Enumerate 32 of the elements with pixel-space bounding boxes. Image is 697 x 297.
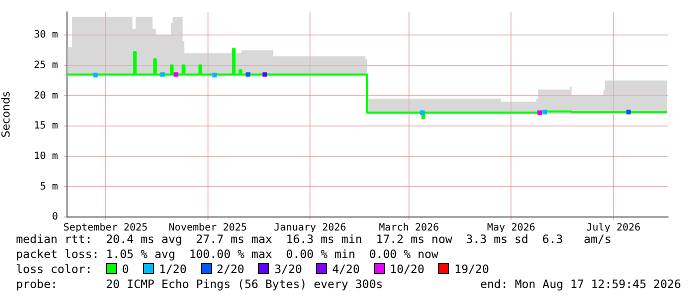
x-tick-label: November 2025 — [168, 222, 247, 234]
legend-label: 19/20 — [454, 262, 490, 276]
legend-label: 2/20 — [216, 262, 244, 276]
point — [246, 72, 250, 77]
y-tick-label: 0 — [52, 212, 58, 223]
point — [626, 110, 631, 114]
legend-title: loss color: — [16, 262, 94, 276]
legend-label: 0 — [122, 262, 129, 276]
point — [537, 110, 542, 115]
point — [160, 72, 165, 77]
y-tick-label: 15 m — [34, 120, 58, 132]
legend-label: 1/20 — [158, 262, 187, 276]
y-tick-label: 25 m — [34, 60, 58, 71]
point — [542, 110, 547, 114]
text: probe: 20 ICMP Echo Pings (56 Bytes) every 300s — [16, 277, 383, 291]
text: median rtt: 20.4 ms avg 27.7 ms max 16.3 ms min 17.2 ms now 3.3 ms sd 6.3 am/s — [16, 232, 612, 247]
legend-label: 4/20 — [332, 262, 360, 276]
text: packet loss: 1.05 % avg 100.00 % max 0.00 % min 0.00 % now — [16, 247, 440, 262]
x-tick-label: March 2026 — [378, 222, 440, 234]
text: end: Mon Aug 17 12:59:45 2026 — [480, 277, 681, 292]
y-tick-label: 20 m — [34, 90, 58, 102]
point — [262, 72, 268, 77]
point — [420, 110, 425, 115]
y-axis-title: Seconds — [0, 91, 12, 138]
y-tick-label: 10 m — [34, 150, 58, 162]
point — [212, 72, 217, 78]
y-tick-label: 5 m — [40, 181, 58, 192]
legend-label: 3/20 — [274, 262, 302, 276]
point — [93, 72, 98, 78]
legend-label: 10/20 — [390, 262, 424, 276]
y-tick-label: 30 m — [34, 30, 58, 41]
point — [174, 72, 178, 77]
